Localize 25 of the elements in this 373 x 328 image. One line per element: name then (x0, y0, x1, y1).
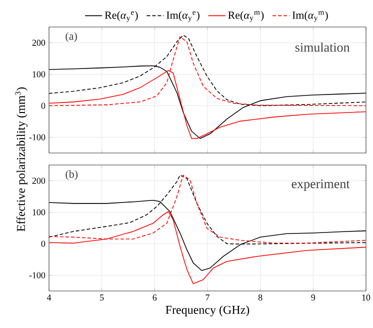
y-tick-label: -100 (29, 272, 46, 278)
annotation: (a) (66, 32, 77, 42)
y-tick-label: -100 (29, 134, 46, 140)
y-tick-label: 0 (41, 102, 46, 109)
legend-label: Re(α$_{y}$$^{m}$) (228, 11, 264, 22)
x-tick-label: 5 (100, 294, 104, 301)
x-tick-label: 9 (311, 294, 316, 301)
y-tick-label: 100 (32, 209, 46, 216)
legend-label: Im(α$_{y}$$^{e}$) (166, 11, 200, 22)
x-tick-label: 6 (152, 294, 157, 301)
y-tick-label: 100 (32, 71, 46, 78)
x-tick-label: 7 (206, 294, 210, 300)
annotation: experiment (292, 179, 350, 191)
legend-label: Re(α$_{y}$$^{e}$) (104, 11, 138, 22)
x-tick-label: 10 (362, 294, 370, 301)
y-tick-label: 200 (32, 40, 46, 46)
x-tick-label: 8 (258, 294, 262, 301)
annotation: simulation (295, 42, 350, 52)
x-axis-title: Frequency (GHz) (166, 305, 250, 316)
legend-label: Im(α$_{y}$$^{m}$) (292, 11, 328, 22)
annotation: (b) (66, 170, 78, 180)
y-tick-label: 200 (32, 178, 46, 184)
y-axis-title: Effective polarizability (mm$^{3}$) (15, 87, 28, 232)
x-tick-label: 4 (46, 294, 52, 300)
y-tick-label: 0 (41, 240, 46, 247)
